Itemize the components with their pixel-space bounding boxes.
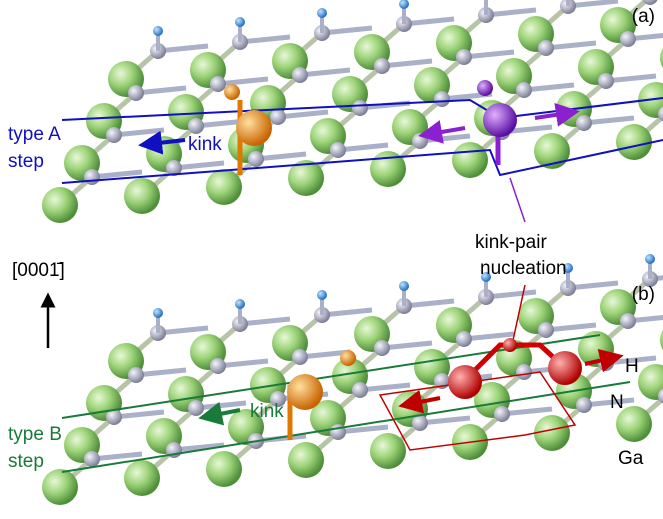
- n-atom: [84, 169, 100, 185]
- kink-label: kink: [188, 134, 222, 155]
- kink-label: kink: [250, 401, 284, 422]
- n-atom: [538, 40, 554, 56]
- h-atom: [317, 290, 327, 300]
- n-atom: [412, 133, 428, 149]
- h-atom: [235, 299, 245, 309]
- h-atom: [153, 308, 163, 318]
- atom: [503, 338, 517, 352]
- figure: (a) type A step kink kink-pair nucleatio…: [0, 0, 663, 519]
- atom: [483, 103, 517, 137]
- n-atom: [434, 91, 450, 107]
- h-atom: [235, 17, 245, 27]
- n-atom: [106, 127, 122, 143]
- h-atom: [399, 281, 409, 291]
- n-atom: [188, 400, 204, 416]
- n-atom: [188, 118, 204, 134]
- step-label: type A: [8, 124, 61, 145]
- ga-atom: [42, 469, 78, 505]
- atom: [287, 374, 323, 410]
- atom: [340, 350, 356, 366]
- ga-atom: [452, 142, 488, 178]
- n-atom: [576, 397, 592, 413]
- n-atom: [494, 406, 510, 422]
- axis-label: [0001̄]: [12, 260, 65, 281]
- n-atom: [620, 31, 636, 47]
- h-atom: [153, 26, 163, 36]
- n-atom: [374, 58, 390, 74]
- panel-label: (b): [632, 284, 655, 305]
- n-atom: [516, 364, 532, 380]
- n-atom: [538, 322, 554, 338]
- n-atom: [210, 76, 226, 92]
- n-atom: [330, 142, 346, 158]
- n-atom: [412, 415, 428, 431]
- n-atom: [128, 367, 144, 383]
- atom: [477, 80, 493, 96]
- step-label: step: [8, 151, 44, 172]
- n-atom: [270, 109, 286, 125]
- lattice: [42, 0, 663, 505]
- n-atom: [84, 451, 100, 467]
- pointer: [510, 178, 525, 222]
- arrow: [430, 128, 465, 134]
- n-atom: [456, 49, 472, 65]
- step-label: type B: [8, 424, 62, 445]
- n-atom: [352, 100, 368, 116]
- ga-atom: [124, 460, 160, 496]
- n-atom: [210, 358, 226, 374]
- annotation: kink-pair: [475, 232, 547, 253]
- ga-atom: [124, 178, 160, 214]
- ga-atom: [42, 187, 78, 223]
- n-atom: [292, 67, 308, 83]
- legend-label: Ga: [618, 448, 644, 469]
- step-label: step: [8, 451, 44, 472]
- h-atom: [399, 0, 409, 9]
- n-atom: [576, 115, 592, 131]
- annotation: nucleation: [480, 258, 567, 279]
- n-atom: [620, 313, 636, 329]
- n-atom: [292, 349, 308, 365]
- legend-label: H: [625, 356, 639, 377]
- h-atom: [645, 254, 655, 264]
- atom: [448, 365, 482, 399]
- atom: [224, 84, 240, 100]
- n-atom: [352, 382, 368, 398]
- ga-atom: [206, 451, 242, 487]
- ga-atom: [288, 442, 324, 478]
- panel-label: (a): [632, 6, 655, 27]
- n-atom: [516, 82, 532, 98]
- ga-atom: [534, 415, 570, 451]
- atom: [548, 351, 582, 385]
- n-atom: [128, 85, 144, 101]
- n-atom: [374, 340, 390, 356]
- ga-atom: [616, 124, 652, 160]
- n-atom: [598, 73, 614, 89]
- h-atom: [317, 8, 327, 18]
- legend-label: N: [610, 392, 624, 413]
- ga-atom: [370, 433, 406, 469]
- ga-atom: [206, 169, 242, 205]
- n-atom: [456, 331, 472, 347]
- n-atom: [248, 151, 264, 167]
- atom: [236, 110, 272, 146]
